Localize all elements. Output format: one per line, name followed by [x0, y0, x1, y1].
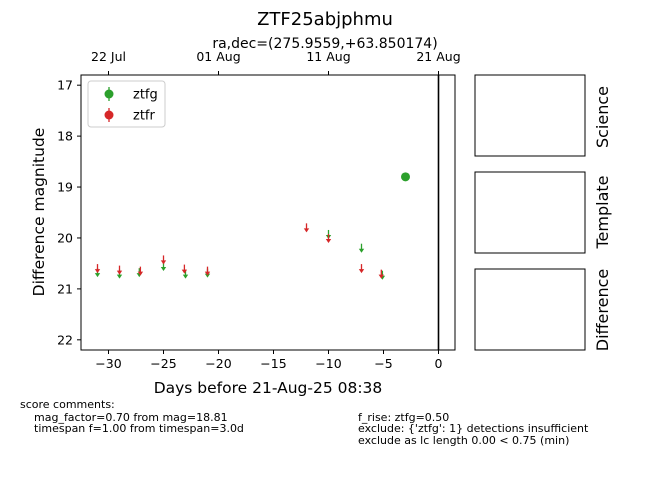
science-label: Science [593, 86, 612, 148]
upper-limit-ztfg-head [182, 274, 189, 279]
upper-limit-ztfr-head [137, 271, 144, 276]
x-axis-label: Days before 21-Aug-25 08:38 [154, 379, 383, 397]
upper-limit-ztfg-head [116, 274, 123, 279]
science-panel [474, 74, 586, 157]
template-panel [474, 171, 586, 254]
y-tick-label: 18 [57, 129, 73, 144]
x-tick-label: −10 [315, 356, 341, 371]
top-tick-label: 11 Aug [306, 49, 350, 64]
comment-right-1: f_rise: ztfg=0.50 [358, 411, 449, 424]
plot-area: −30 −25 −20 −15 −10 −5 0 22 Jul 01 Aug 11 Aug 21 A… [57, 49, 461, 371]
upper-limit-ztfr-head [303, 228, 310, 233]
y-tick-label: 17 [57, 78, 73, 93]
legend-label-ztfr: ztfr [133, 109, 155, 124]
detection-point-ztfg [401, 172, 410, 182]
upper-limit-ztfr [160, 255, 167, 265]
legend-marker-ztfg [104, 89, 114, 99]
top-tick-label: 22 Jul [91, 49, 126, 64]
upper-limit-ztfr [378, 269, 384, 279]
comment-left-1: mag_factor=0.70 from mag=18.81 [34, 411, 228, 424]
comment-right-2: exclude: {'ztfg': 1} detections insuffic… [358, 422, 589, 435]
plot-frame [80, 74, 456, 351]
upper-limit-ztfr [204, 266, 211, 276]
upper-limit-ztfr [94, 264, 101, 274]
x-tick-label: −15 [260, 356, 286, 371]
upper-limit-ztfr-head [358, 269, 365, 274]
upper-limit-ztfr-head [204, 271, 211, 276]
top-tick-label: 01 Aug [196, 49, 240, 64]
upper-limit-ztfr [137, 266, 144, 276]
upper-limit-ztfr-head [181, 269, 188, 274]
difference-label: Difference [593, 269, 612, 351]
x-tick-label: −20 [205, 356, 231, 371]
upper-limit-ztfg-head [160, 267, 167, 272]
score-comments: score comments: mag_factor=0.70 from mag… [20, 398, 589, 447]
upper-limit-ztfr [358, 264, 365, 274]
chart-subtitle: ra,dec=(275.9559,+63.850174) [212, 36, 437, 52]
upper-limit-ztfg-head [94, 273, 101, 278]
y-axis-label: Difference magnitude [30, 128, 48, 297]
x-tick-label: 0 [435, 356, 443, 371]
upper-limit-ztfr-head [94, 269, 101, 274]
upper-limit-ztfr [181, 264, 188, 274]
legend: ztfg ztfr [87, 80, 166, 128]
chart-title: ZTF25abjphmu [257, 9, 393, 30]
difference-panel [474, 268, 586, 351]
y-tick-label: 20 [57, 230, 73, 245]
comment-right-3: exclude as lc length 0.00 < 0.75 (min) [358, 434, 569, 447]
y-tick-label: 22 [57, 332, 73, 347]
x-tick-label: −5 [374, 356, 392, 371]
comment-left-2: timespan f=1.00 from timespan=3.0d [34, 422, 244, 435]
upper-limit-ztfr-head [160, 260, 167, 265]
comments-header: score comments: [20, 398, 115, 411]
template-label: Template [593, 175, 612, 249]
upper-limit-ztfr-head [116, 270, 123, 275]
legend-label-ztfg: ztfg [133, 88, 158, 103]
top-tick-label: 21 Aug [416, 49, 460, 64]
upper-limit-ztfr-head [378, 274, 384, 279]
upper-limit-ztfr-head [325, 239, 332, 244]
y-tick-label: 21 [57, 281, 73, 296]
upper-limit-ztfg-head [358, 248, 365, 253]
cutout-panels: Science Template Difference [474, 74, 612, 351]
x-tick-label: −30 [95, 356, 121, 371]
upper-limit-ztfr [303, 223, 310, 233]
y-tick-label: 19 [57, 180, 73, 195]
legend-marker-ztfr [104, 110, 114, 120]
upper-limit-ztfr [325, 234, 332, 244]
upper-limit-ztfg-head [204, 273, 211, 278]
upper-limit-ztfg [358, 243, 365, 253]
x-tick-label: −25 [150, 356, 176, 371]
upper-limit-ztfr [116, 265, 123, 275]
